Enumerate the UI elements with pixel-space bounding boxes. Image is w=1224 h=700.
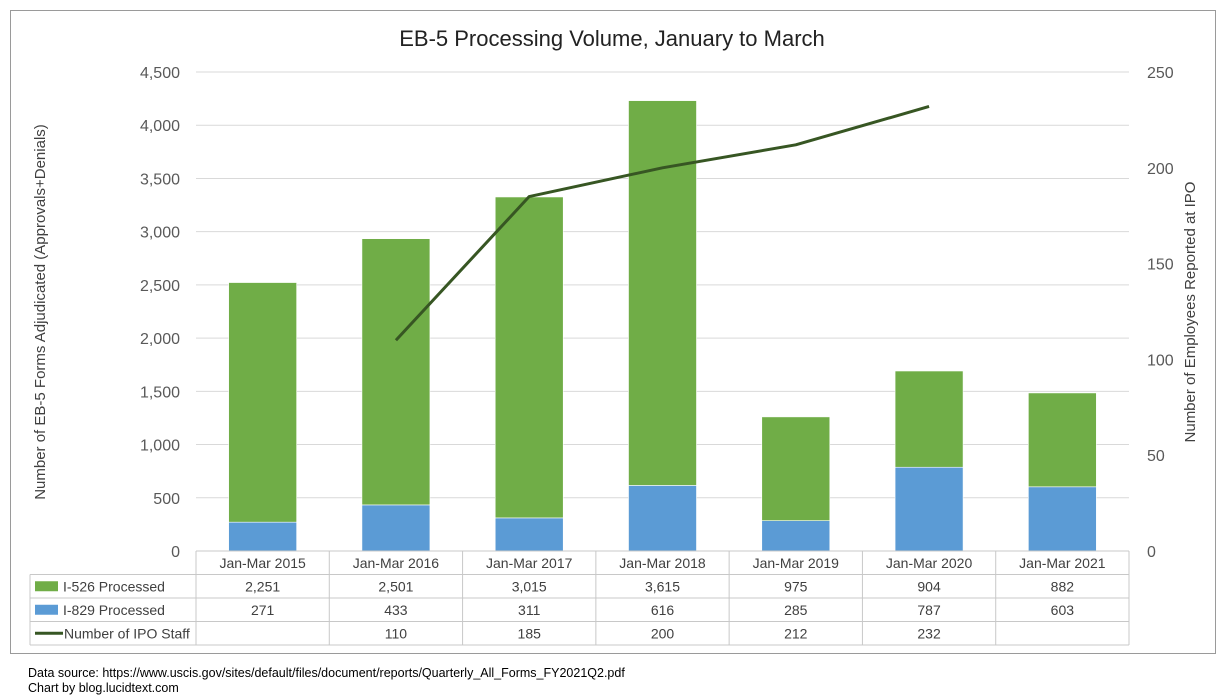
legend-swatch [35,604,58,615]
y-tick-label: 3,000 [140,225,180,242]
table-value: 285 [784,602,808,618]
table-value: 616 [651,602,675,618]
bar-i526 [494,196,564,519]
table-value: 232 [917,625,941,641]
chart-title: EB-5 Processing Volume, January to March [399,26,825,51]
table-value: 603 [1051,602,1075,618]
bar-i829 [494,517,564,552]
legend-label: I-526 Processed [63,578,165,594]
y-tick-label: 4,000 [140,118,180,135]
y2-tick-label: 250 [1147,65,1174,82]
bar-i829 [1028,486,1097,552]
bar-i829 [628,485,697,552]
bar-i526 [628,100,697,486]
table-value: 110 [385,625,408,641]
y-tick-label: 4,500 [140,65,180,82]
x-tick-label: Jan-Mar 2020 [886,555,973,571]
bar-i526 [228,282,297,523]
x-tick-label: Jan-Mar 2021 [1019,555,1106,571]
chart-frame [10,10,1216,654]
y-tick-label: 1,500 [140,384,180,401]
table-value: 433 [384,602,408,618]
table-value: 787 [917,602,941,618]
x-tick-label: Jan-Mar 2015 [219,555,306,571]
legend-label: Number of IPO Staff [64,625,190,641]
bar-i829 [361,504,431,552]
y-tick-label: 3,500 [140,171,180,188]
legend-swatch [35,581,58,592]
y2-tick-label: 0 [1147,544,1156,561]
y2-tick-label: 150 [1147,257,1174,274]
bar-i829 [761,520,831,552]
table-value: 882 [1051,578,1075,594]
x-tick-label: Jan-Mar 2016 [353,555,440,571]
credit-text: Chart by blog.lucidtext.com [28,681,179,695]
bar-i829 [894,466,964,552]
line-ipo-staff [394,105,930,342]
x-tick-label: Jan-Mar 2019 [753,555,840,571]
x-tick-label: Jan-Mar 2018 [619,555,706,571]
bar-i526 [761,416,831,521]
bar-i526 [361,238,431,506]
y-tick-label: 0 [171,544,180,561]
table-value: 271 [251,602,275,618]
y2-tick-label: 200 [1147,161,1174,178]
table-value: 212 [784,625,808,641]
table-value: 3,615 [645,578,680,594]
table-value: 200 [651,625,675,641]
source-text: Data source: https://www.uscis.gov/sites… [28,666,625,680]
y-tick-label: 2,000 [140,331,180,348]
y-axis-label: Number of EB-5 Forms Adjudicated (Approv… [32,124,49,500]
table-value: 975 [784,578,808,594]
table-value: 311 [518,602,541,618]
bar-i829 [228,521,297,552]
y-tick-label: 1,000 [140,438,180,455]
y-tick-label: 500 [153,491,180,508]
y-tick-label: 2,500 [140,278,180,295]
y2-axis-label: Number of Employees Reported at IPO [1182,182,1199,443]
table-value: 3,015 [512,578,547,594]
table-value: 904 [917,578,941,594]
legend-label: I-829 Processed [63,602,165,618]
y2-tick-label: 50 [1147,448,1165,465]
bar-i526 [1028,392,1097,488]
bar-i526 [894,370,964,468]
table-value: 2,501 [378,578,413,594]
y2-tick-label: 100 [1147,352,1174,369]
table-value: 185 [518,625,542,641]
x-tick-label: Jan-Mar 2017 [486,555,573,571]
eb5-chart: EB-5 Processing Volume, January to March… [29,26,1199,646]
table-value: 2,251 [245,578,280,594]
